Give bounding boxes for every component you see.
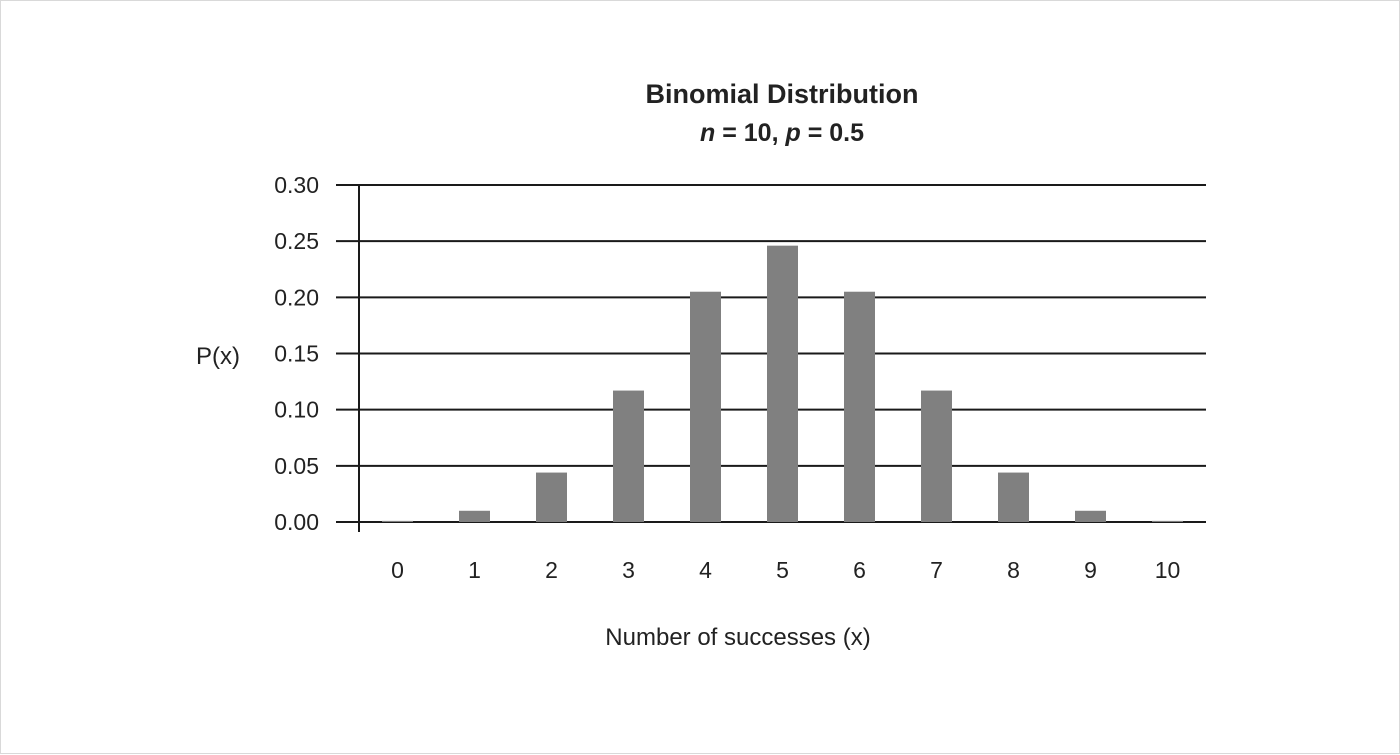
y-tick-label: 0.20 — [274, 284, 319, 310]
bar-1 — [459, 510, 490, 522]
bar-0 — [382, 520, 413, 522]
bar-2 — [536, 472, 567, 522]
y-tick-label: 0.10 — [274, 397, 319, 423]
x-tick-label: 6 — [853, 557, 866, 583]
chart-subtitle: n = 10, p = 0.5 — [700, 119, 864, 147]
bar-5 — [767, 245, 798, 522]
bar-6 — [844, 291, 875, 522]
subtitle-p-symbol: p — [784, 119, 800, 147]
bar-4 — [690, 291, 721, 522]
bar-8 — [998, 472, 1029, 522]
x-axis-title: Number of successes (x) — [605, 624, 870, 651]
x-tick-label: 1 — [468, 557, 481, 583]
x-tick-label: 4 — [699, 557, 712, 583]
x-tick-label: 9 — [1084, 557, 1097, 583]
y-tick-label: 0.00 — [274, 509, 319, 535]
x-tick-label: 10 — [1155, 557, 1181, 583]
subtitle-n-text: = 10, — [715, 119, 785, 147]
subtitle-n-symbol: n — [700, 119, 715, 147]
y-axis-title: P(x) — [196, 343, 240, 370]
x-axis-tick-labels: 0 1 2 3 4 5 6 7 8 9 10 — [391, 557, 1180, 583]
y-tick-label: 0.15 — [274, 341, 319, 367]
y-tick-label: 0.30 — [274, 172, 319, 198]
bar-9 — [1075, 510, 1106, 522]
y-tick-label: 0.25 — [274, 228, 319, 254]
x-tick-label: 7 — [930, 557, 943, 583]
bar-7 — [921, 390, 952, 522]
x-tick-label: 0 — [391, 557, 404, 583]
x-tick-label: 2 — [545, 557, 558, 583]
x-tick-label: 5 — [776, 557, 789, 583]
bar-10 — [1152, 520, 1183, 522]
chart-title: Binomial Distribution — [646, 79, 919, 109]
y-tick-label: 0.05 — [274, 453, 319, 479]
bar-3 — [613, 390, 644, 522]
y-axis-tick-labels: 0.00 0.05 0.10 0.15 0.20 0.25 0.30 — [274, 172, 319, 535]
subtitle-p-text: = 0.5 — [801, 119, 864, 147]
bars — [382, 245, 1183, 522]
x-tick-label: 8 — [1007, 557, 1020, 583]
x-tick-label: 3 — [622, 557, 635, 583]
